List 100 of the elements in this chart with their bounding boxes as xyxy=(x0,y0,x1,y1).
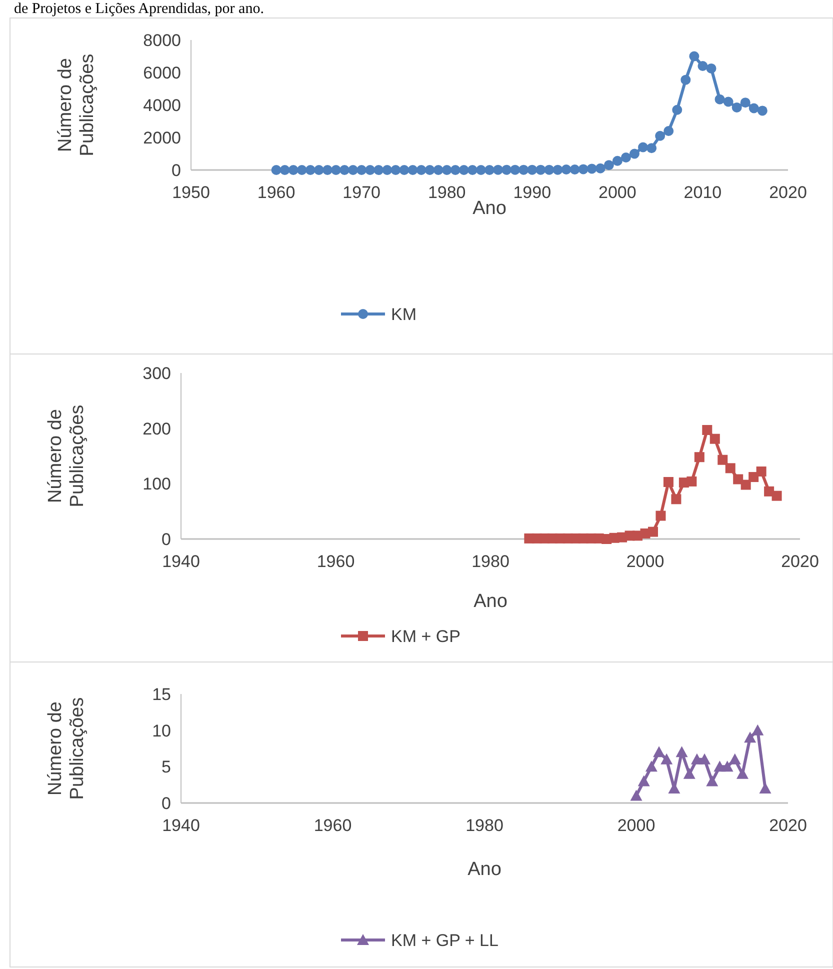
point xyxy=(476,165,486,175)
y-tick-label: 6000 xyxy=(143,63,181,82)
point xyxy=(718,454,728,465)
point xyxy=(356,165,367,175)
point xyxy=(382,165,392,175)
y-tick-label: 15 xyxy=(152,684,171,704)
point xyxy=(736,768,748,779)
point xyxy=(365,165,376,175)
point xyxy=(493,164,504,175)
point xyxy=(604,160,614,170)
point xyxy=(433,165,444,175)
point xyxy=(714,94,725,104)
x-tick-label: 2000 xyxy=(617,816,656,835)
y-tick-label: 100 xyxy=(142,474,171,494)
point xyxy=(544,164,554,175)
point xyxy=(698,61,708,71)
x-tick-label: 2020 xyxy=(769,816,807,835)
point xyxy=(314,165,324,175)
point xyxy=(660,753,673,764)
point xyxy=(527,164,538,175)
legend-label: KM + GP xyxy=(391,626,460,646)
y-axis-title: Número de Publicações xyxy=(55,54,98,156)
point xyxy=(748,103,759,114)
x-tick-label: 1970 xyxy=(342,183,380,202)
x-tick-label: 1950 xyxy=(172,183,210,202)
point xyxy=(408,165,418,175)
point xyxy=(330,165,341,175)
point xyxy=(296,165,307,175)
point xyxy=(518,164,529,175)
y-tick-label: 10 xyxy=(152,721,171,740)
point xyxy=(305,165,316,175)
point xyxy=(638,775,650,786)
point xyxy=(629,148,640,159)
point xyxy=(458,165,469,175)
y-axis-title: Número de Publicações xyxy=(45,404,88,508)
point xyxy=(772,490,782,501)
x-tick-label: 1980 xyxy=(428,183,466,202)
x-tick-label: 2020 xyxy=(781,552,819,571)
point xyxy=(671,494,682,504)
point xyxy=(648,526,658,537)
point xyxy=(725,463,736,474)
point xyxy=(502,164,512,175)
point xyxy=(756,466,766,476)
text: de Projetos e Lições Aprendidas, por ano. xyxy=(14,1,264,17)
point xyxy=(752,724,764,736)
point xyxy=(672,104,682,115)
x-axis-title: Ano xyxy=(468,859,502,880)
point xyxy=(620,152,631,162)
point xyxy=(595,163,606,174)
point xyxy=(322,165,332,175)
point xyxy=(561,164,572,175)
point xyxy=(683,768,696,779)
y-tick-label: 4000 xyxy=(143,96,181,115)
point xyxy=(578,164,588,174)
point xyxy=(655,130,666,141)
point xyxy=(706,775,718,786)
point xyxy=(390,165,401,175)
y-axis-title: Número de Publicações xyxy=(45,697,88,800)
x-tick-label: 1990 xyxy=(513,183,552,202)
x-tick-label: 1980 xyxy=(466,816,504,835)
point xyxy=(450,165,460,175)
x-tick-label: 1940 xyxy=(162,552,200,571)
point xyxy=(728,753,741,764)
x-tick-label: 2000 xyxy=(626,552,664,571)
point xyxy=(510,164,520,175)
point xyxy=(552,164,563,175)
legend-label: KM xyxy=(391,304,416,324)
point xyxy=(723,96,734,107)
y-tick-label: 0 xyxy=(162,530,171,549)
point xyxy=(646,143,657,154)
x-tick-label: 1940 xyxy=(162,816,200,835)
point xyxy=(656,510,666,521)
x-tick-label: 1960 xyxy=(316,552,355,571)
point xyxy=(536,164,546,175)
x-tick-label: 1960 xyxy=(314,816,352,835)
point xyxy=(399,165,410,175)
point xyxy=(467,165,478,175)
y-tick-label: 2000 xyxy=(143,128,181,148)
point xyxy=(424,165,435,175)
point xyxy=(689,51,700,62)
point xyxy=(710,434,720,444)
point xyxy=(653,746,666,758)
y-tick-label: 300 xyxy=(142,364,171,383)
point xyxy=(732,102,742,112)
point xyxy=(694,452,704,462)
point xyxy=(663,477,674,488)
point xyxy=(288,165,298,175)
point xyxy=(664,126,674,136)
point xyxy=(416,165,426,175)
x-axis-title: Ano xyxy=(472,198,506,219)
point xyxy=(645,760,658,772)
point xyxy=(748,472,759,482)
x-tick-label: 1980 xyxy=(472,552,510,571)
point xyxy=(484,165,494,175)
point xyxy=(280,165,290,175)
point xyxy=(676,746,688,758)
y-tick-label: 8000 xyxy=(143,30,181,50)
point xyxy=(271,165,282,175)
x-tick-label: 1960 xyxy=(257,183,296,202)
point xyxy=(706,63,716,74)
